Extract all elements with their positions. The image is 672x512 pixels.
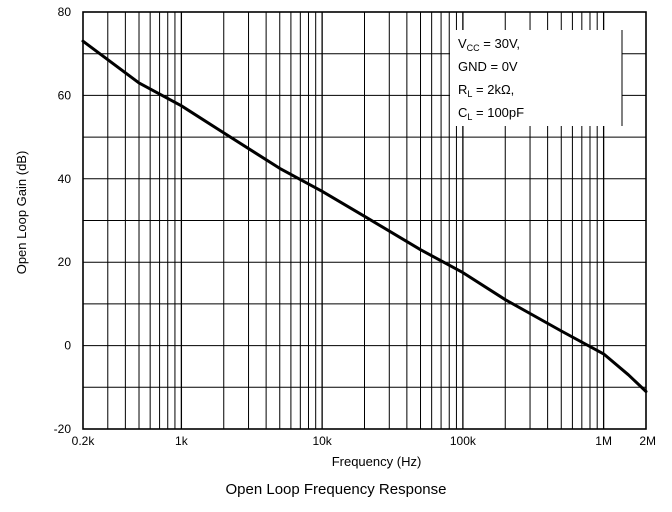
conditions-legend: VCC = 30V, GND = 0V RL = 2kΩ, CL = 100pF [450,30,623,126]
y-tick-label: 20 [58,255,72,269]
x-axis-label: Frequency (Hz) [332,454,422,469]
condition-line: GND = 0V [458,59,518,74]
x-tick-label: 0.2k [72,434,96,448]
x-tick-label: 10k [312,434,332,448]
x-tick-label: 1M [595,434,612,448]
y-tick-labels: -20 0 20 40 60 80 [54,5,72,436]
x-tick-label: 100k [450,434,477,448]
x-tick-labels: 0.2k 1k 10k 100k 1M 2M [72,434,656,448]
figure-caption: Open Loop Frequency Response [225,481,447,498]
y-tick-label: -20 [54,422,72,436]
major-gridlines [83,53,646,388]
condition-line: VCC = 30V, [458,36,520,53]
plot-frame [82,11,647,430]
conditions-box [450,30,622,126]
x-tick-label: 2M [639,434,656,448]
y-tick-label: 0 [64,339,71,353]
condition-line: CL = 100pF [458,105,524,122]
y-axis-label: Open Loop Gain (dB) [14,151,29,275]
y-tick-label: 80 [58,5,72,19]
y-tick-label: 40 [58,172,72,186]
x-tick-label: 1k [175,434,189,448]
series-group [81,39,648,393]
gain-curve [81,39,648,393]
y-tick-label: 60 [58,88,72,102]
condition-line: RL = 2kΩ, [458,82,514,99]
